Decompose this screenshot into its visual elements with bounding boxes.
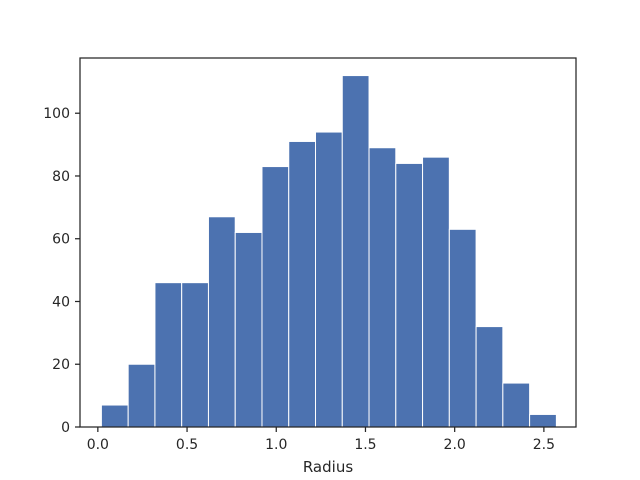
histogram-bar	[368, 147, 397, 428]
y-tick-label: 0	[61, 420, 70, 436]
x-tick-label: 0.5	[176, 437, 198, 453]
x-tick-label: 2.0	[444, 437, 466, 453]
histogram-bar	[154, 282, 183, 428]
histogram-bar	[395, 162, 424, 428]
x-tick-label: 0.0	[87, 437, 109, 453]
y-tick-label: 100	[43, 106, 70, 122]
y-axis-ticks: 0 20 40 60 80 100	[43, 106, 80, 436]
plot-frame	[79, 57, 577, 428]
x-tick-label: 1.5	[354, 437, 376, 453]
y-tick-label: 60	[52, 232, 70, 248]
x-tick-label: 2.5	[533, 437, 555, 453]
histogram-bar	[207, 216, 236, 428]
x-axis-ticks: 0.0 0.5 1.0 1.5 2.0 2.5	[87, 427, 555, 453]
x-tick-label: 1.0	[265, 437, 287, 453]
histogram-bar	[100, 404, 129, 428]
histogram-bar	[448, 228, 477, 428]
y-tick-label: 20	[52, 357, 70, 373]
histogram-bar	[288, 140, 317, 428]
histogram-bar	[529, 413, 557, 428]
histogram-bar	[127, 363, 156, 428]
histogram-bar	[234, 231, 263, 428]
histogram-bar	[261, 166, 290, 428]
histogram-bar	[315, 131, 343, 428]
y-tick-label: 40	[52, 294, 70, 310]
histogram-bar	[341, 75, 370, 428]
x-axis-label: Radius	[303, 458, 353, 476]
histogram-bar	[475, 326, 504, 428]
bars-group	[100, 75, 557, 428]
histogram-bar	[502, 382, 531, 428]
histogram-bar	[181, 282, 209, 428]
histogram-bar	[422, 156, 450, 428]
y-tick-label: 80	[52, 169, 70, 185]
